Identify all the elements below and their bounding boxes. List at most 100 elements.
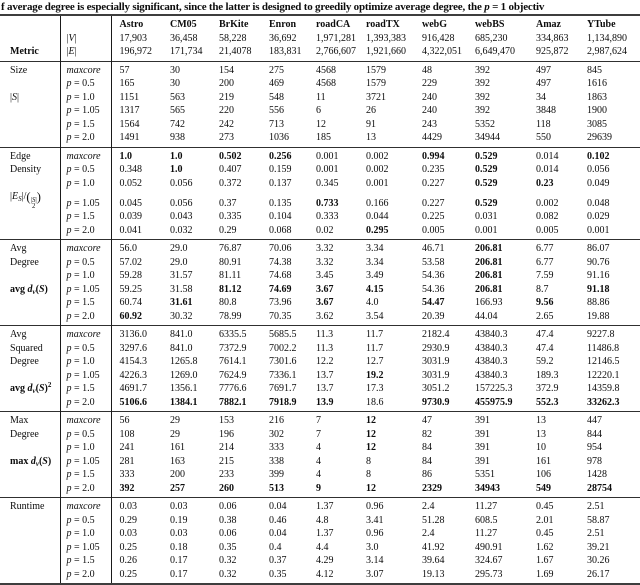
- value-cell: 73.96: [269, 297, 292, 308]
- value-cell: 7336.1: [269, 369, 297, 381]
- value-cell: 0.37: [269, 555, 287, 566]
- value-cell: 29: [170, 428, 180, 440]
- value-cell: 391: [475, 442, 490, 453]
- value-cell: 7301.6: [269, 356, 297, 367]
- variant-label: p = 2.0: [59, 223, 111, 240]
- metric-label: Runtime: [10, 501, 45, 512]
- value-cell: 490.91: [475, 541, 503, 553]
- table-row: avg dv(S) p = 1.05 59.25 31.58 81.12 74.69 3.6…: [0, 282, 640, 296]
- value-cell: 3.45: [316, 270, 334, 281]
- value-cell: 0.348: [110, 163, 162, 177]
- value-cell: 7: [316, 428, 321, 440]
- value-cell: 295.73: [475, 568, 503, 580]
- stat-value: 916,428: [422, 32, 455, 44]
- value-cell: 0.26: [110, 554, 162, 568]
- value-cell: 1265.8: [170, 356, 198, 367]
- value-cell: 0.04: [269, 501, 287, 512]
- value-cell: 163: [170, 455, 185, 467]
- value-cell: 3051.2: [422, 383, 450, 394]
- value-cell: 0.03: [170, 501, 188, 512]
- value-cell: 60.92: [110, 309, 162, 326]
- table-row: p = 1.0 0.052 0.056 0.372 0.137 0.345 0.001 0.2…: [0, 176, 640, 190]
- stat-row: |V| 17,903 36,458 58,228 36,692 1,971,281 1,39…: [0, 31, 640, 45]
- value-cell: 563: [170, 91, 185, 103]
- column-header: Enron: [269, 19, 297, 30]
- table-row: avg dv(S)2 p = 1.5 4691.7 1356.1 7776.6 7691.…: [0, 382, 640, 396]
- value-cell: 0.002: [536, 197, 559, 209]
- value-cell: 1428: [587, 469, 607, 480]
- value-cell: 372.9: [536, 383, 559, 394]
- value-cell: 9.56: [536, 297, 554, 308]
- value-cell: 399: [269, 469, 284, 480]
- value-cell: 4.12: [316, 568, 334, 580]
- value-cell: 6: [316, 105, 321, 116]
- value-cell: 0.29: [219, 224, 237, 236]
- value-cell: 1.0: [170, 150, 183, 162]
- value-cell: 86.07: [587, 243, 610, 254]
- value-cell: 0.159: [269, 164, 292, 175]
- value-cell: 549: [536, 482, 551, 494]
- value-cell: 82: [422, 428, 432, 440]
- value-cell: 2930.9: [422, 342, 450, 354]
- value-cell: 26: [366, 105, 376, 116]
- value-cell: 189.3: [536, 369, 559, 381]
- metric-label: [0, 554, 60, 568]
- value-cell: 1151: [110, 90, 162, 104]
- value-cell: 8.7: [536, 283, 549, 295]
- variant-label: p = 1.05: [59, 540, 111, 554]
- value-cell: 12.2: [316, 356, 334, 367]
- metric-label: Degree: [10, 356, 39, 367]
- metric-label: Avg: [10, 329, 27, 340]
- value-cell: 74.69: [269, 283, 292, 295]
- value-cell: 3.34: [366, 243, 384, 254]
- value-cell: 19.13: [422, 568, 445, 580]
- variant-label: p = 1.5: [59, 468, 111, 482]
- value-cell: 0.02: [316, 224, 334, 236]
- value-cell: 153: [219, 415, 234, 426]
- value-cell: 2.65: [536, 310, 554, 322]
- variant-label: p = 0.5: [59, 513, 111, 527]
- value-cell: 324.67: [475, 555, 503, 566]
- table-row: max dv(S) p = 1.05 281 163 215 338 4 8 84 391 161 9…: [0, 454, 640, 468]
- value-cell: 1384.1: [170, 396, 198, 408]
- value-cell: 556: [269, 105, 284, 116]
- value-cell: 0.082: [536, 211, 559, 222]
- value-cell: 0.06: [219, 528, 237, 539]
- table-row: p = 1.05 0.25 0.18 0.35 0.4 4.4 3.0 41.92 490.91…: [0, 540, 640, 554]
- value-cell: 0.335: [219, 211, 242, 222]
- value-cell: 0.235: [422, 164, 445, 175]
- variant-label: p = 1.5: [59, 382, 111, 396]
- stat-row: Metric |E| 196,972 171,734 21,4078 183,831 2,7…: [0, 45, 640, 61]
- value-cell: 3031.9: [422, 356, 450, 367]
- value-cell: 0.529: [475, 150, 498, 162]
- value-cell: 0.529: [475, 164, 498, 175]
- value-cell: 2.01: [536, 514, 554, 526]
- table-row: Squared p = 0.5 3297.6 841.0 7372.9 7002.2 11.…: [0, 341, 640, 355]
- value-cell: 0.068: [269, 224, 292, 236]
- value-cell: 3848: [536, 105, 556, 116]
- value-cell: 0.001: [475, 224, 498, 236]
- value-cell: 392: [475, 78, 490, 89]
- value-cell: 2.4: [422, 501, 435, 512]
- value-cell: 608.5: [475, 514, 498, 526]
- value-cell: 18.6: [366, 396, 384, 408]
- value-cell: 1.0: [110, 147, 162, 163]
- value-cell: 260: [219, 482, 234, 494]
- metric-label: [0, 296, 60, 310]
- value-cell: 59.25: [110, 282, 162, 296]
- value-cell: 11.7: [366, 342, 384, 354]
- value-cell: 17.3: [366, 383, 384, 394]
- value-cell: 0.039: [110, 210, 162, 224]
- table-row: p = 1.5 0.26 0.17 0.32 0.37 4.29 3.14 39.64 324.…: [0, 554, 640, 568]
- value-cell: 28754: [587, 482, 612, 494]
- variant-label: p = 1.5: [59, 210, 111, 224]
- value-cell: 3136.0: [110, 325, 162, 342]
- value-cell: 30: [170, 78, 180, 89]
- stat-value: 58,228: [219, 32, 247, 44]
- value-cell: 497: [536, 78, 551, 89]
- variant-label: p = 2.0: [59, 567, 111, 584]
- value-cell: 81.12: [219, 283, 242, 295]
- variant-label: p = 2.0: [59, 309, 111, 326]
- stat-value: 1,971,281: [316, 32, 356, 44]
- value-cell: 954: [587, 442, 602, 453]
